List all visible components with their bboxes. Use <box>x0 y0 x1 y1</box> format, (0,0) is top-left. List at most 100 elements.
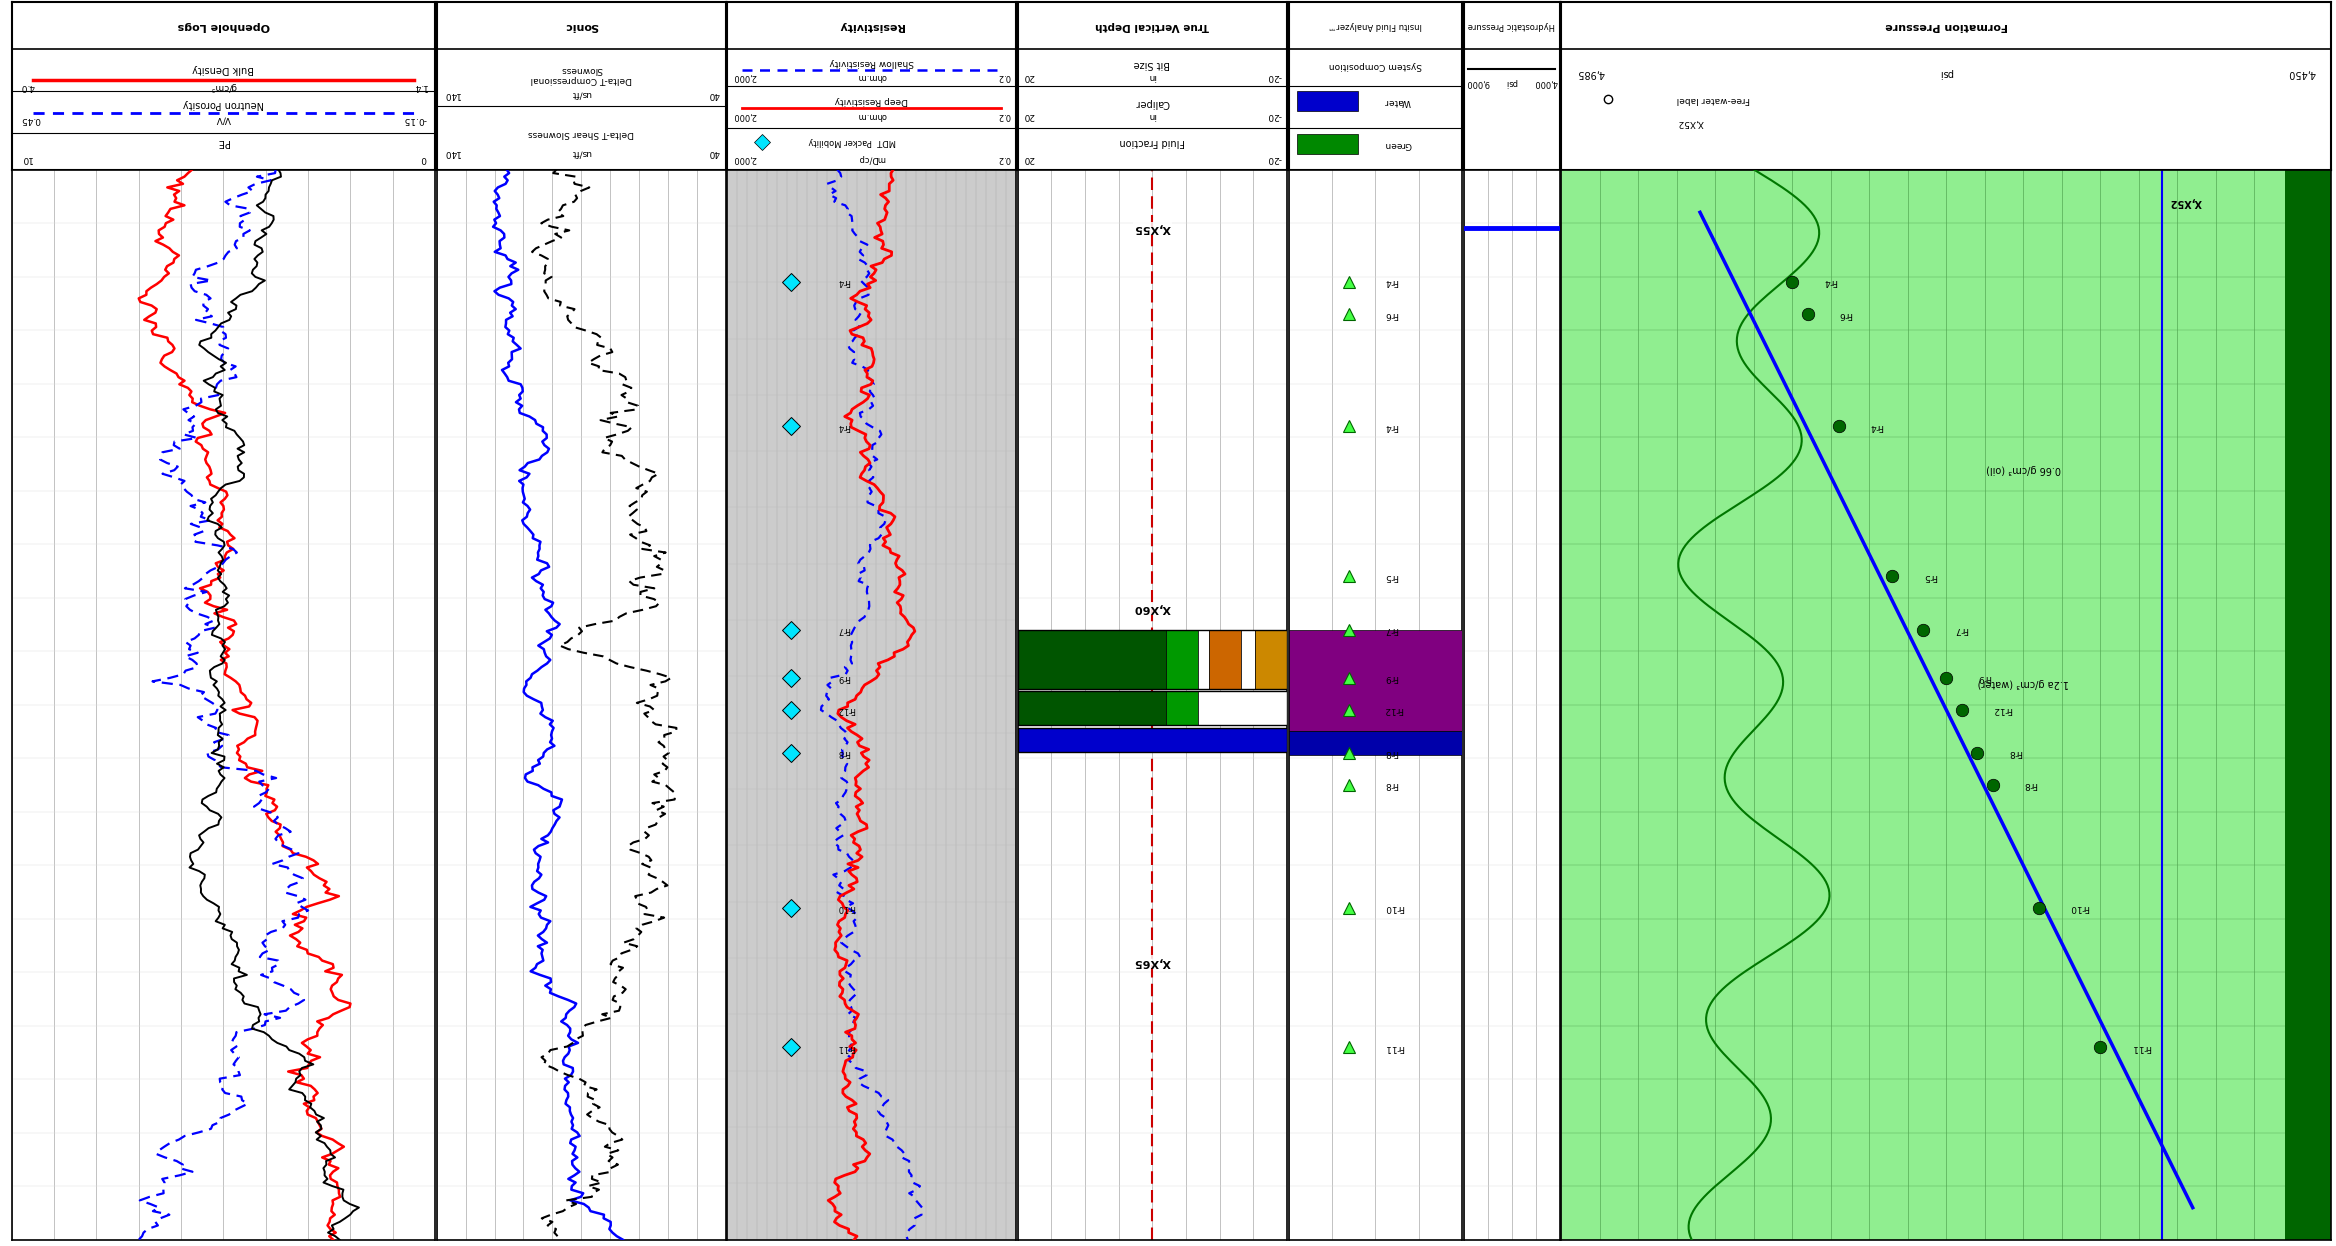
Text: Fr8: Fr8 <box>2009 749 2023 758</box>
Bar <box>1198 629 1208 689</box>
Text: 1.2a g/cm³ (water): 1.2a g/cm³ (water) <box>1979 678 2070 688</box>
Bar <box>1296 91 1357 111</box>
Text: Fr4: Fr4 <box>1869 422 1883 431</box>
Text: Insitu Fluid Analyzer™: Insitu Fluid Analyzer™ <box>1329 21 1423 30</box>
Text: Delta-T Compressional
Slowness: Delta-T Compressional Slowness <box>530 65 633 83</box>
Text: X,X55: X,X55 <box>1133 223 1170 233</box>
Text: 2,000: 2,000 <box>734 155 757 163</box>
Text: X,X52: X,X52 <box>2170 197 2203 207</box>
Text: 40: 40 <box>708 90 719 98</box>
Text: 4.0: 4.0 <box>21 82 35 91</box>
Text: 0.2: 0.2 <box>997 155 1009 163</box>
Text: System Composition: System Composition <box>1329 61 1423 71</box>
Text: 4,450: 4,450 <box>2289 67 2315 77</box>
Text: 10: 10 <box>21 155 33 163</box>
Text: 9,000: 9,000 <box>1465 78 1488 87</box>
Text: 140: 140 <box>442 90 460 98</box>
Text: psi: psi <box>1507 78 1518 87</box>
Text: X,X65: X,X65 <box>1133 957 1170 967</box>
Text: 2,000: 2,000 <box>734 111 757 120</box>
Text: Bit Size: Bit Size <box>1133 60 1170 70</box>
Bar <box>1296 135 1357 155</box>
Text: ohm.m: ohm.m <box>857 111 885 120</box>
Text: Fr7: Fr7 <box>836 625 850 634</box>
Text: 0.45: 0.45 <box>21 115 40 123</box>
Text: in: in <box>1147 72 1156 81</box>
Text: V/V: V/V <box>215 115 231 123</box>
Text: Fr11: Fr11 <box>836 1043 855 1052</box>
Text: Free-water label: Free-water label <box>1677 95 1750 103</box>
Text: Fr11: Fr11 <box>2130 1043 2151 1052</box>
Bar <box>1018 728 1287 751</box>
Text: Fr9: Fr9 <box>1383 673 1397 683</box>
Text: Fr6: Fr6 <box>1838 309 1852 319</box>
Bar <box>1166 690 1198 725</box>
Bar <box>2285 169 2331 1240</box>
Text: 0.2: 0.2 <box>997 72 1009 81</box>
Text: Caliper: Caliper <box>1135 97 1170 107</box>
Text: Bulk Density: Bulk Density <box>192 65 255 75</box>
Text: us/ft: us/ft <box>570 90 591 98</box>
Text: -0.15: -0.15 <box>404 115 427 123</box>
Text: Shallow Resistivity: Shallow Resistivity <box>829 59 913 67</box>
Bar <box>1254 629 1287 689</box>
Text: Fr12: Fr12 <box>836 705 855 714</box>
Text: Fr9: Fr9 <box>1976 673 1990 683</box>
Text: mD/cp: mD/cp <box>857 155 885 163</box>
Text: Fr8: Fr8 <box>1383 749 1397 758</box>
Text: 4,000: 4,000 <box>1535 78 1558 87</box>
Text: g/cm³: g/cm³ <box>210 82 236 91</box>
Bar <box>1018 629 1287 689</box>
Bar <box>1018 728 1287 751</box>
Text: Fr7: Fr7 <box>1383 625 1397 634</box>
Text: 140: 140 <box>442 148 460 157</box>
Text: in: in <box>1147 111 1156 120</box>
Text: -20: -20 <box>1266 111 1282 120</box>
Text: Green: Green <box>1383 140 1411 150</box>
Text: Sonic: Sonic <box>565 21 598 31</box>
Text: 0.66 g/cm³ (oil): 0.66 g/cm³ (oil) <box>1986 465 2060 475</box>
Text: 20: 20 <box>1023 111 1035 120</box>
Bar <box>1289 629 1462 731</box>
Text: Fr4: Fr4 <box>836 278 850 287</box>
Bar <box>1289 731 1462 755</box>
Text: Fr11: Fr11 <box>1383 1043 1404 1052</box>
Bar <box>1166 629 1198 689</box>
Text: Fr8: Fr8 <box>2023 780 2037 790</box>
Text: Openhole Logs: Openhole Logs <box>178 21 269 31</box>
Text: 0.2: 0.2 <box>997 111 1009 120</box>
Text: Resistivity: Resistivity <box>839 21 904 31</box>
Text: Delta-T Shear Slowness: Delta-T Shear Slowness <box>528 130 633 138</box>
Text: Fr7: Fr7 <box>1955 625 1967 634</box>
Text: Fr10: Fr10 <box>1383 903 1404 912</box>
Text: Fr10: Fr10 <box>2070 903 2088 912</box>
Text: 1.4: 1.4 <box>413 82 427 91</box>
Text: Fr5: Fr5 <box>1923 572 1937 581</box>
Text: Hydrostatic Pressure: Hydrostatic Pressure <box>1467 21 1556 30</box>
Text: -20: -20 <box>1266 155 1282 163</box>
Text: Fr8: Fr8 <box>836 749 850 758</box>
Bar <box>1198 690 1287 725</box>
Text: Deep Resistivity: Deep Resistivity <box>834 96 909 105</box>
Text: X,X52: X,X52 <box>1677 118 1703 127</box>
Text: PE: PE <box>217 137 229 147</box>
Text: Fr5: Fr5 <box>1383 572 1397 581</box>
Text: Fr9: Fr9 <box>836 673 850 683</box>
Text: 20: 20 <box>1023 72 1035 81</box>
Bar <box>1018 690 1287 725</box>
Bar <box>1018 690 1166 725</box>
Text: 40: 40 <box>708 148 719 157</box>
Text: ohm.m: ohm.m <box>857 72 885 81</box>
Bar <box>1208 629 1240 689</box>
Text: Fluid Fraction: Fluid Fraction <box>1119 137 1184 147</box>
Text: 2,000: 2,000 <box>734 72 757 81</box>
Text: MDT  Packer Mobility: MDT Packer Mobility <box>808 137 895 147</box>
Text: Formation Pressure: Formation Pressure <box>1885 21 2007 31</box>
Bar <box>1018 629 1166 689</box>
Text: Fr4: Fr4 <box>1383 278 1397 287</box>
Text: Fr12: Fr12 <box>1383 705 1404 714</box>
Text: X,X60: X,X60 <box>1133 603 1170 613</box>
Text: Water: Water <box>1383 96 1411 106</box>
Text: Fr4: Fr4 <box>1822 278 1836 287</box>
Text: 4,985: 4,985 <box>1577 67 1605 77</box>
